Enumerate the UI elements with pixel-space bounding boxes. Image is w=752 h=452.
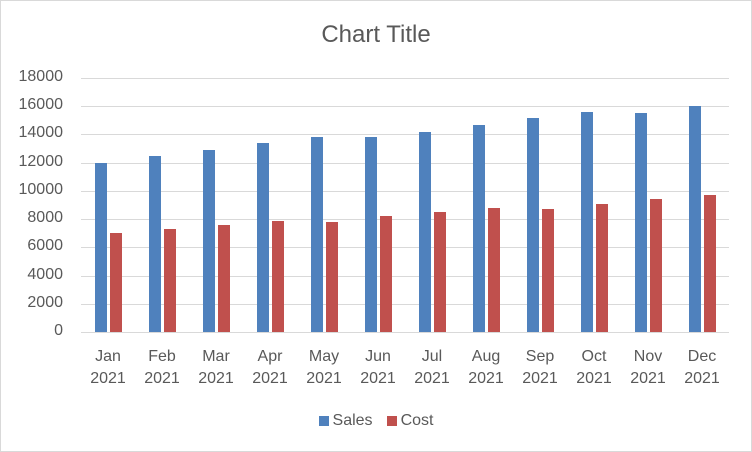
bar-sales: [526, 117, 539, 332]
y-tick-label: 18000: [18, 68, 64, 85]
y-tick-label: 2000: [27, 293, 63, 311]
bar-cost: [379, 216, 392, 332]
x-tick-label: Aug 2021: [468, 348, 504, 387]
bar-cost: [595, 203, 608, 332]
y-tick-label: 14000: [18, 124, 64, 142]
gridline: [81, 275, 729, 277]
y-tick-label: 0: [54, 322, 63, 339]
x-tick-label: Mar 2021: [198, 348, 234, 387]
bar-sales: [688, 106, 701, 332]
legend-label: Cost: [400, 412, 434, 429]
x-tick-label: Jul 2021: [414, 348, 450, 387]
bar-sales: [364, 137, 377, 332]
bar-cost: [703, 195, 716, 332]
bar-cost: [217, 224, 230, 332]
bar-sales: [418, 131, 431, 332]
x-tick-label: May 2021: [306, 348, 342, 387]
bar-sales: [202, 149, 215, 332]
bar-sales: [310, 137, 323, 332]
y-tick-label: 8000: [27, 209, 63, 227]
gridline: [81, 78, 729, 79]
bar-sales: [634, 113, 647, 332]
legend-swatch-icon: [318, 416, 329, 426]
legend-swatch-icon: [386, 416, 397, 426]
gridline: [81, 332, 729, 333]
x-tick-label: Dec 2021: [684, 348, 720, 387]
legend-label: Sales: [332, 412, 373, 429]
x-tick-label: Nov 2021: [630, 348, 666, 387]
bar-cost: [163, 228, 176, 332]
gridline: [81, 247, 729, 249]
legend-item-cost: Cost: [386, 412, 434, 430]
bar-cost: [325, 221, 338, 332]
bar-sales: [94, 162, 107, 332]
gridline: [81, 190, 729, 192]
gridline: [81, 219, 729, 221]
x-tick-label: Jan 2021: [90, 348, 126, 387]
y-tick-label: 6000: [27, 237, 63, 255]
y-tick-label: 4000: [27, 265, 63, 283]
bar-sales: [256, 142, 269, 332]
chart-title: Chart Title: [321, 21, 431, 48]
bar-cost: [541, 209, 554, 332]
x-tick-label: Apr 2021: [252, 348, 288, 387]
x-tick-label: Feb 2021: [144, 348, 180, 387]
gridline: [81, 106, 729, 108]
y-tick-label: 16000: [18, 96, 64, 114]
bar-cost: [649, 199, 662, 332]
x-tick-label: Sep 2021: [522, 348, 558, 387]
gridline: [81, 134, 729, 136]
gridline: [81, 162, 729, 164]
bar-sales: [472, 124, 485, 332]
bar-cost: [271, 220, 284, 332]
y-tick-label: 12000: [18, 152, 64, 170]
bar-cost: [109, 233, 122, 332]
x-tick-label: Jun 2021: [360, 348, 396, 387]
bar-cost: [433, 212, 446, 332]
y-tick-label: 10000: [18, 180, 64, 198]
legend: Sales Cost: [1, 412, 751, 430]
bar-cost: [487, 207, 500, 332]
legend-item-sales: Sales: [318, 412, 373, 430]
x-tick-label: Oct 2021: [576, 348, 612, 387]
gridline: [81, 303, 729, 305]
bar-sales: [148, 155, 161, 332]
bar-sales: [580, 111, 593, 332]
